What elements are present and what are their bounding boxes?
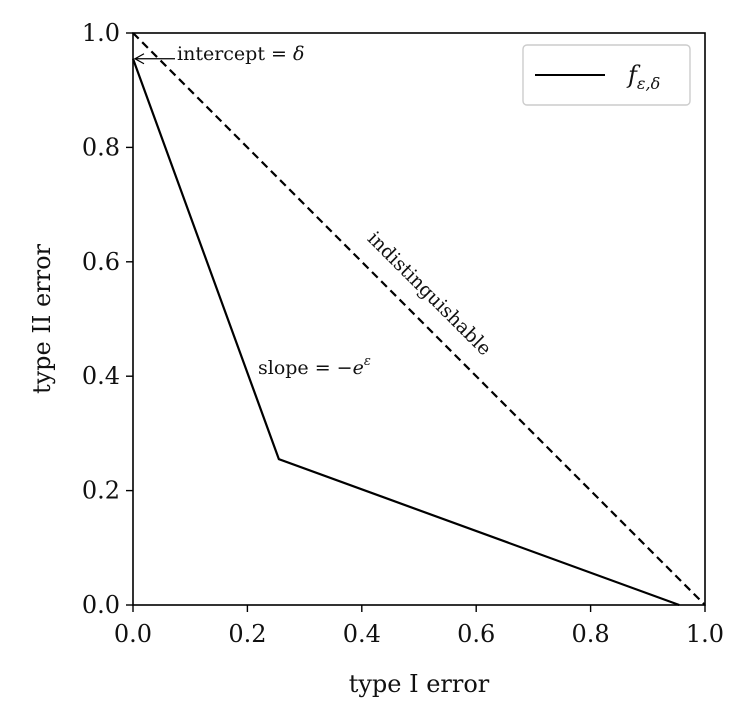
legend-label: fε,δ: [626, 61, 660, 93]
y-tick-label: 1.0: [82, 19, 120, 47]
x-tick-label: 0.0: [114, 620, 152, 648]
y-axis-title: type II error: [28, 243, 56, 394]
y-tick-label: 0.6: [82, 248, 120, 276]
y-tick-label: 0.2: [82, 477, 120, 505]
x-axis-title: type I error: [349, 670, 490, 698]
intercept-arrow-head: [133, 53, 145, 65]
intercept-arrow: [133, 53, 175, 65]
x-tick-label: 0.6: [457, 620, 495, 648]
x-tick-label: 0.2: [228, 620, 266, 648]
y-tick-label: 0.0: [82, 591, 120, 619]
y-tick-label: 0.8: [82, 133, 120, 161]
f-epsilon-delta-line: [131, 58, 680, 607]
indistinguishable-line: [132, 32, 706, 606]
legend: fε,δ: [522, 44, 691, 106]
x-tick-label: 0.4: [343, 620, 381, 648]
slope-annotation: slope = −eε: [258, 354, 371, 379]
x-axis: 0.0 0.2 0.4 0.6 0.8 1.0: [114, 605, 724, 648]
y-axis: 0.0 0.2 0.4 0.6 0.8 1.0: [82, 19, 133, 619]
intercept-annotation: intercept = δ: [177, 43, 304, 65]
legend-box: [522, 44, 691, 106]
y-tick-label: 0.4: [82, 362, 120, 390]
x-tick-label: 1.0: [686, 620, 724, 648]
series-layer: [131, 32, 706, 607]
x-tick-label: 0.8: [572, 620, 610, 648]
